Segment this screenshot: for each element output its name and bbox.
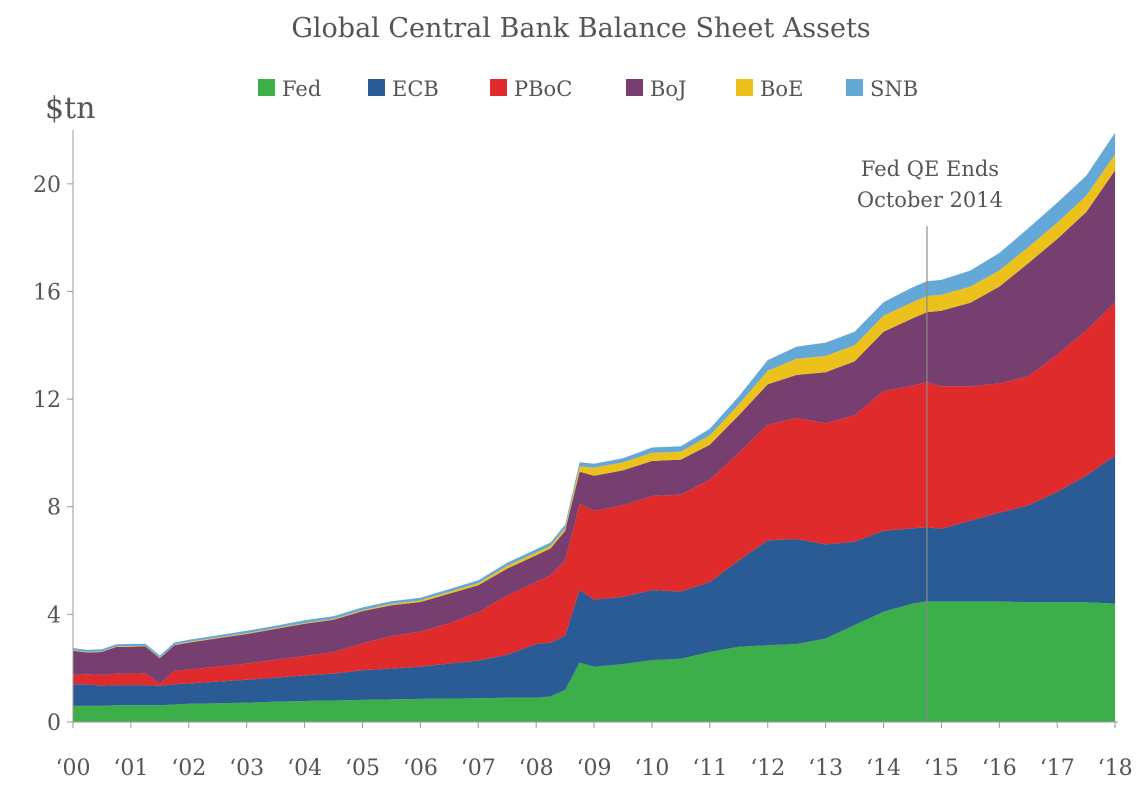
annotations: Fed QE Ends October 2014 xyxy=(857,157,1003,722)
legend-label: Fed xyxy=(282,77,321,101)
legend-item-snb: SNB xyxy=(846,77,918,101)
x-tick-label: ‘03 xyxy=(229,756,264,781)
x-tick-label: ‘18 xyxy=(1098,756,1133,781)
area-series-fed xyxy=(73,601,1116,722)
y-tick-label: 12 xyxy=(33,388,61,413)
y-tick-label: 16 xyxy=(33,280,61,305)
area-series-ecb xyxy=(73,455,1116,706)
annotation-text: Fed QE Ends xyxy=(861,157,999,181)
legend-item-fed: Fed xyxy=(258,77,321,101)
legend: Fed ECB PBoC BoJ BoE SNB xyxy=(258,77,918,101)
chart-title: Global Central Bank Balance Sheet Assets xyxy=(291,13,870,44)
legend-item-boe: BoE xyxy=(736,77,803,101)
y-tick-label: 4 xyxy=(47,603,61,628)
axes: 0 4 8 12 16 20 ‘00 ‘01 ‘02 ‘03 ‘04 ‘05 ‘06 ‘07 ‘08 ‘09 ‘… xyxy=(33,130,1133,781)
x-tick-label: ‘15 xyxy=(924,756,959,781)
x-tick-label: ‘17 xyxy=(1040,756,1075,781)
x-tick-label: ‘04 xyxy=(287,756,322,781)
x-tick-label: ‘11 xyxy=(692,756,727,781)
x-tick-label: ‘08 xyxy=(519,756,554,781)
legend-swatch xyxy=(258,79,275,96)
legend-swatch xyxy=(626,79,643,96)
x-tick-label: ‘10 xyxy=(634,756,669,781)
legend-swatch xyxy=(490,79,507,96)
x-tick-label: ‘09 xyxy=(577,756,612,781)
legend-label: BoJ xyxy=(650,77,687,101)
x-tick-label: ‘01 xyxy=(113,756,148,781)
y-tick-label: 20 xyxy=(33,173,61,198)
x-tick-label: ‘16 xyxy=(982,756,1017,781)
x-tick-label: ‘07 xyxy=(461,756,496,781)
y-tick-label: 0 xyxy=(47,711,61,736)
legend-item-boj: BoJ xyxy=(626,77,687,101)
legend-item-pboc: PBoC xyxy=(490,77,572,101)
x-tick-label: ‘12 xyxy=(750,756,785,781)
legend-item-ecb: ECB xyxy=(368,77,439,101)
x-tick-label: ‘13 xyxy=(808,756,843,781)
legend-swatch xyxy=(846,79,863,96)
legend-swatch xyxy=(736,79,753,96)
annotation-text: October 2014 xyxy=(857,188,1003,212)
x-tick-label: ‘06 xyxy=(403,756,438,781)
legend-label: BoE xyxy=(760,77,803,101)
x-tick-label: ‘14 xyxy=(866,756,901,781)
legend-label: PBoC xyxy=(514,77,572,101)
legend-label: SNB xyxy=(870,77,918,101)
x-tick-label: ‘02 xyxy=(171,756,206,781)
stacked-areas xyxy=(73,132,1116,722)
y-tick-label: 8 xyxy=(47,496,61,521)
x-tick-label: ‘00 xyxy=(56,756,91,781)
x-tick-label: ‘05 xyxy=(345,756,380,781)
legend-swatch xyxy=(368,79,385,96)
area-series-pboc xyxy=(73,302,1116,686)
y-axis-unit-label: $tn xyxy=(45,91,95,126)
legend-label: ECB xyxy=(392,77,439,101)
